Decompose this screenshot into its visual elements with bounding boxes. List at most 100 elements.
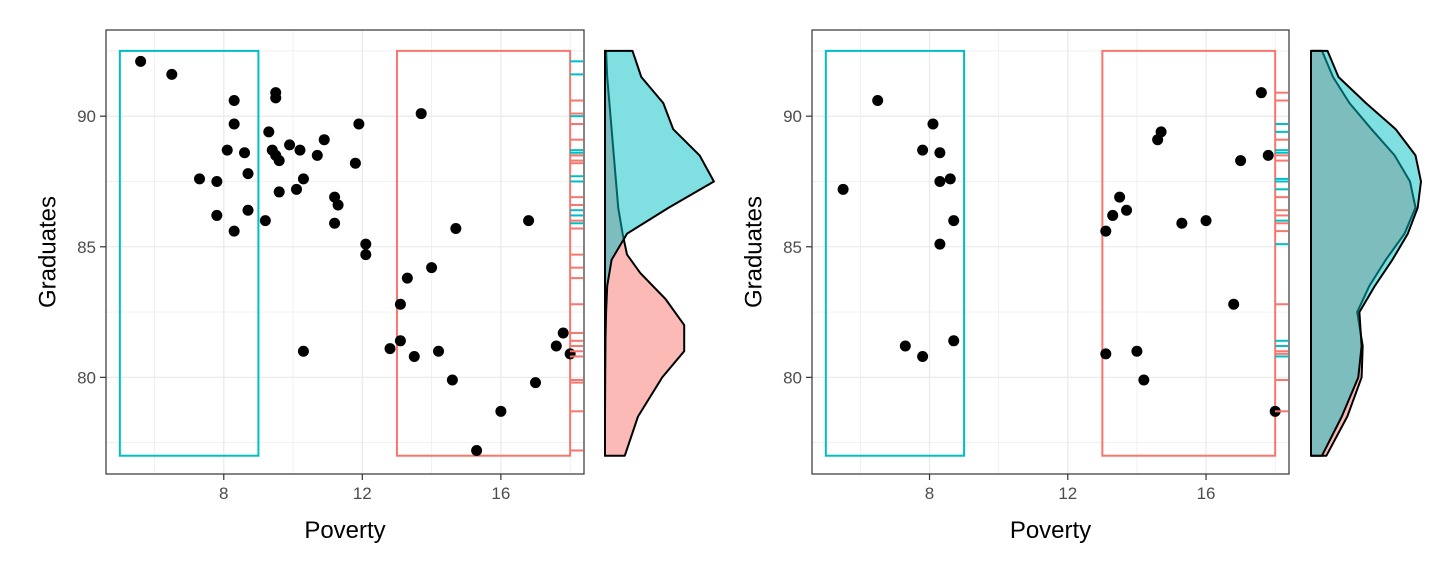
- plot-background: [106, 30, 584, 474]
- data-point: [944, 173, 956, 185]
- data-point: [284, 139, 296, 151]
- data-point: [450, 222, 462, 234]
- data-point: [228, 118, 240, 130]
- data-point: [294, 144, 306, 156]
- region-rect-high: [395, 49, 572, 457]
- data-point: [228, 225, 240, 237]
- data-point: [297, 345, 309, 357]
- data-point: [394, 298, 406, 310]
- data-point: [1255, 87, 1267, 99]
- panel-left-density: [604, 49, 715, 457]
- y-tick-label: 85: [77, 238, 96, 257]
- panel-right-density: [1310, 49, 1422, 457]
- x-tick-label: 8: [219, 484, 228, 503]
- y-tick-label: 80: [783, 368, 802, 387]
- data-point: [135, 55, 147, 67]
- panel-left-x-axis-title: Poverty: [304, 517, 385, 544]
- panel-right-y-ticks: 80 85 90: [783, 107, 812, 387]
- panel-left-y-axis-title: Graduates: [34, 196, 61, 308]
- data-point: [401, 272, 413, 284]
- data-point: [211, 175, 223, 187]
- data-point: [523, 215, 535, 227]
- data-point: [415, 108, 427, 120]
- data-point: [263, 126, 275, 138]
- data-point: [471, 444, 483, 456]
- data-point: [273, 186, 285, 198]
- x-tick-label: 8: [925, 484, 934, 503]
- data-point: [1100, 348, 1112, 360]
- data-point: [329, 217, 341, 229]
- data-point: [221, 144, 233, 156]
- data-point: [557, 327, 569, 339]
- data-point: [270, 92, 282, 104]
- region-rect-high: [1101, 49, 1277, 457]
- x-tick-label: 16: [1197, 484, 1216, 503]
- region-rect-low: [824, 49, 966, 457]
- data-point: [1100, 225, 1112, 237]
- panel-left-rug: [570, 60, 583, 452]
- data-point: [917, 350, 929, 362]
- data-point: [360, 238, 372, 250]
- data-point: [242, 168, 254, 180]
- x-tick-label: 12: [353, 484, 372, 503]
- data-point: [446, 374, 458, 386]
- data-point: [948, 215, 960, 227]
- data-point: [550, 340, 562, 352]
- data-point: [1152, 134, 1164, 146]
- data-point: [384, 343, 396, 355]
- data-point: [332, 199, 344, 211]
- data-point: [291, 183, 303, 195]
- data-point: [1131, 345, 1143, 357]
- data-point: [318, 134, 330, 146]
- panel-left: 8 12 16 80 85 90 Poverty Graduates: [34, 29, 715, 544]
- data-point: [259, 215, 271, 227]
- y-tick-label: 85: [783, 238, 802, 257]
- panel-right-border: [811, 29, 1290, 475]
- panel-right-rug: [1275, 91, 1288, 413]
- data-point: [353, 118, 365, 130]
- data-point: [273, 155, 285, 167]
- panel-left-regions: [118, 49, 572, 457]
- data-point: [1138, 374, 1150, 386]
- x-tick-label: 16: [491, 484, 510, 503]
- data-point: [360, 249, 372, 261]
- data-point: [1200, 215, 1212, 227]
- data-point: [1107, 209, 1119, 221]
- data-point: [530, 377, 542, 389]
- data-point: [1235, 155, 1247, 167]
- panel-left-points: [135, 55, 576, 456]
- data-point: [426, 262, 438, 274]
- panel-right-y-axis-title: Graduates: [740, 196, 767, 308]
- data-point: [899, 340, 911, 352]
- data-point: [166, 68, 178, 80]
- data-point: [394, 335, 406, 347]
- data-point: [242, 204, 254, 216]
- data-point: [917, 144, 929, 156]
- panel-left-border: [105, 29, 585, 475]
- x-tick-label: 12: [1058, 484, 1077, 503]
- data-point: [837, 183, 849, 195]
- y-tick-label: 80: [77, 368, 96, 387]
- panel-left-y-ticks: 80 85 90: [77, 107, 106, 387]
- data-point: [349, 157, 361, 169]
- data-point: [1262, 149, 1274, 161]
- density-low: [604, 49, 715, 457]
- data-point: [297, 173, 309, 185]
- data-point: [1114, 191, 1126, 203]
- data-point: [239, 147, 251, 159]
- panel-right-grid: [812, 30, 1289, 474]
- data-point: [495, 405, 507, 417]
- panel-right-x-axis-title: Poverty: [1010, 517, 1091, 544]
- data-point: [311, 149, 323, 161]
- data-point: [934, 238, 946, 250]
- y-tick-label: 90: [783, 107, 802, 126]
- data-point: [228, 95, 240, 107]
- data-point: [927, 118, 939, 130]
- panel-right: 8 12 16 80 85 90 Poverty Graduates: [740, 29, 1422, 544]
- panel-right-regions: [824, 49, 1277, 457]
- data-point: [564, 348, 576, 360]
- data-point: [211, 209, 223, 221]
- data-point: [934, 175, 946, 187]
- data-point: [1176, 217, 1188, 229]
